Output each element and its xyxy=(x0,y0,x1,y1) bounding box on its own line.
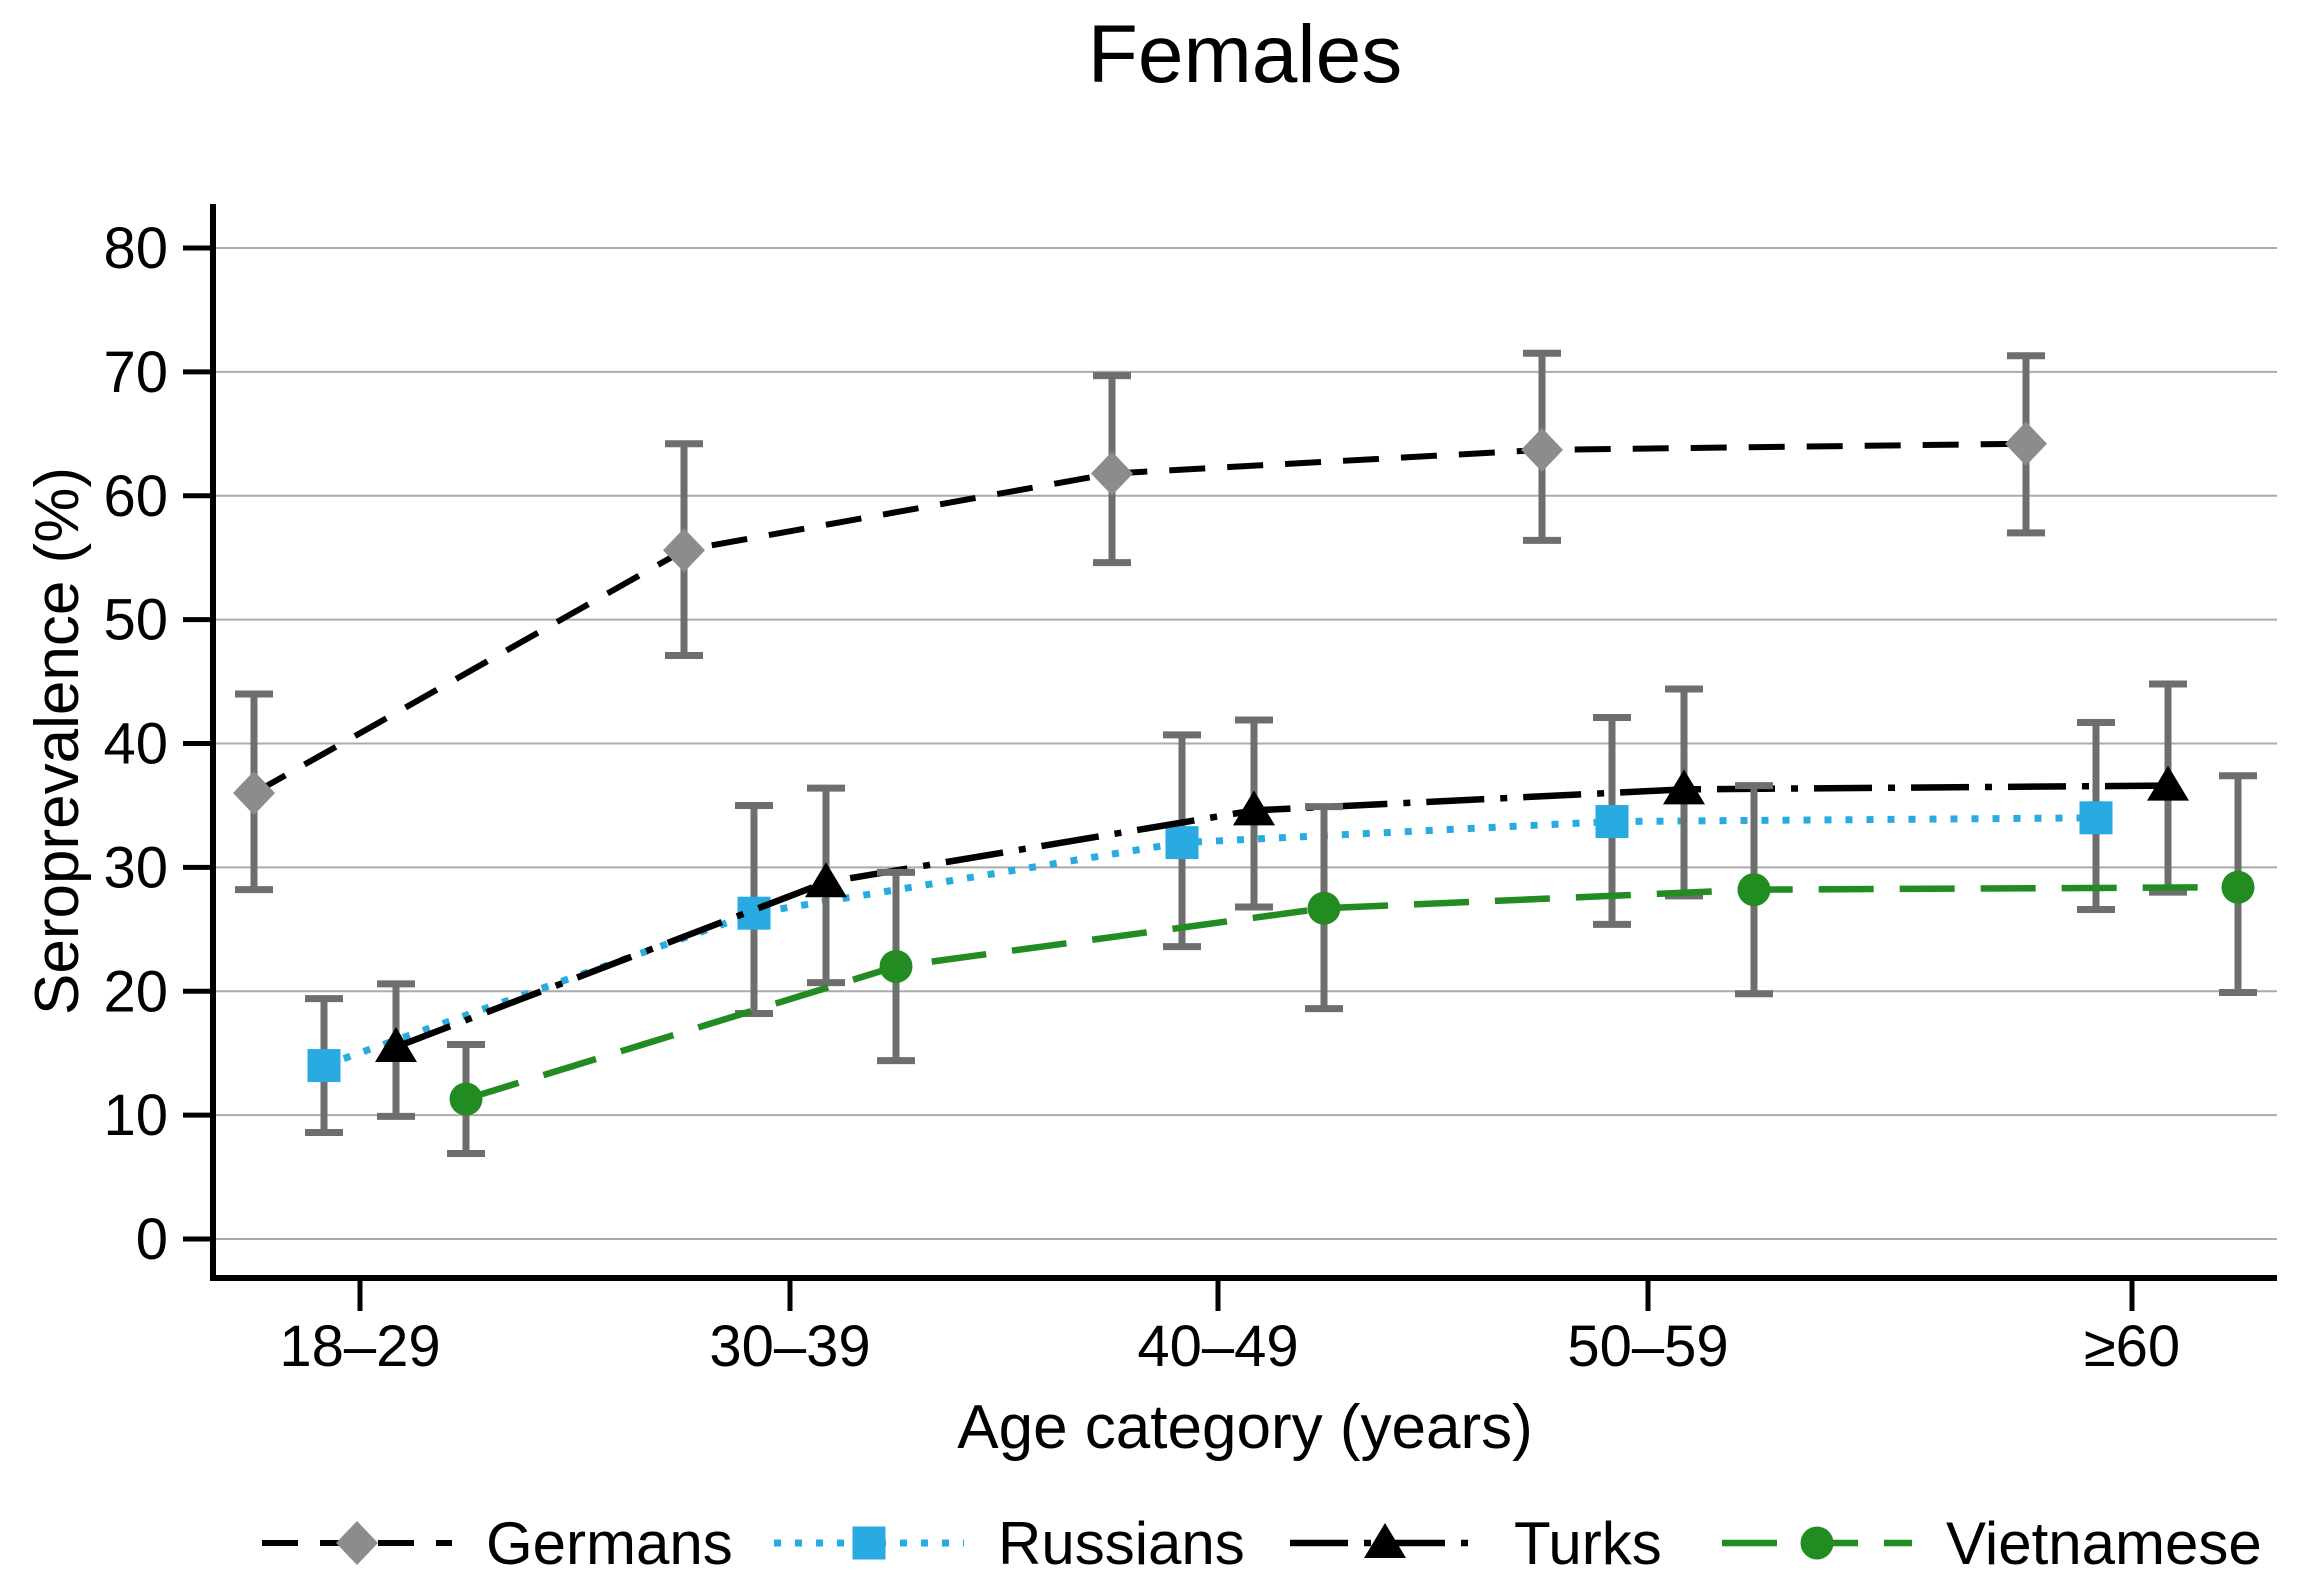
germans-marker-diamond xyxy=(2005,421,2047,466)
x-axis-title: Age category (years) xyxy=(957,1393,1532,1462)
x-tick-label: 18–29 xyxy=(279,1314,440,1379)
y-axis-title: Seroprevalence (%) xyxy=(23,467,92,1015)
germans-marker-diamond xyxy=(663,528,705,573)
vietnamese-marker-circle xyxy=(1737,873,1771,907)
turks-marker-triangle xyxy=(1233,790,1275,826)
y-tick-label: 80 xyxy=(103,216,168,281)
russians-marker-square xyxy=(1595,805,1629,839)
germans-marker-diamond xyxy=(1091,451,1133,496)
y-tick-label: 70 xyxy=(103,340,168,405)
y-tick-label: 30 xyxy=(103,835,168,900)
y-tick-label: 40 xyxy=(103,712,168,777)
vietnamese-marker-circle xyxy=(879,949,913,983)
turks-marker-triangle xyxy=(2147,765,2189,801)
legend-turks-marker-triangle xyxy=(1364,1523,1406,1558)
vietnamese-marker-circle xyxy=(2221,870,2255,904)
legend-item-germans: Germans xyxy=(262,1510,733,1577)
legend: Germans Russians Turks Vietnamese xyxy=(262,1510,2262,1577)
vietnamese-line xyxy=(465,883,2239,1103)
vietnamese-marker-circle xyxy=(1307,891,1341,925)
legend-label: Turks xyxy=(1514,1510,1662,1577)
x-tick-label: ≥60 xyxy=(2084,1314,2180,1379)
legend-russians-marker-square xyxy=(852,1526,886,1560)
legend-vietnamese-marker-circle xyxy=(1800,1526,1834,1560)
legend-item-russians: Russians xyxy=(774,1510,1245,1577)
y-tick-label: 60 xyxy=(103,464,168,529)
legend-label: Russians xyxy=(998,1510,1245,1577)
y-tick-label: 0 xyxy=(136,1207,168,1272)
legend-germans-marker-diamond xyxy=(336,1521,378,1565)
russians-marker-square xyxy=(307,1049,341,1083)
turks-marker-triangle xyxy=(375,1026,417,1062)
germans-marker-diamond xyxy=(1521,427,1563,472)
y-tick-label: 50 xyxy=(103,588,168,653)
russians-marker-square xyxy=(2079,801,2113,835)
legend-item-turks: Turks xyxy=(1290,1510,1662,1577)
chart-title: Females xyxy=(1088,9,1402,100)
legend-item-vietnamese: Vietnamese xyxy=(1722,1510,2262,1577)
x-tick-label: 50–59 xyxy=(1567,1314,1728,1379)
russians-marker-square xyxy=(1165,826,1199,860)
vietnamese-marker-circle xyxy=(449,1082,483,1116)
x-tick-label: 30–39 xyxy=(709,1314,870,1379)
russians-line xyxy=(322,814,2097,1069)
turks-marker-triangle xyxy=(805,862,847,898)
y-tick-label: 10 xyxy=(103,1083,168,1148)
legend-label: Vietnamese xyxy=(1946,1510,2262,1577)
germans-marker-diamond xyxy=(233,771,275,816)
legend-label: Germans xyxy=(486,1510,733,1577)
turks-marker-triangle xyxy=(1663,769,1705,805)
y-tick-label: 20 xyxy=(103,959,168,1024)
x-tick-label: 40–49 xyxy=(1137,1314,1298,1379)
